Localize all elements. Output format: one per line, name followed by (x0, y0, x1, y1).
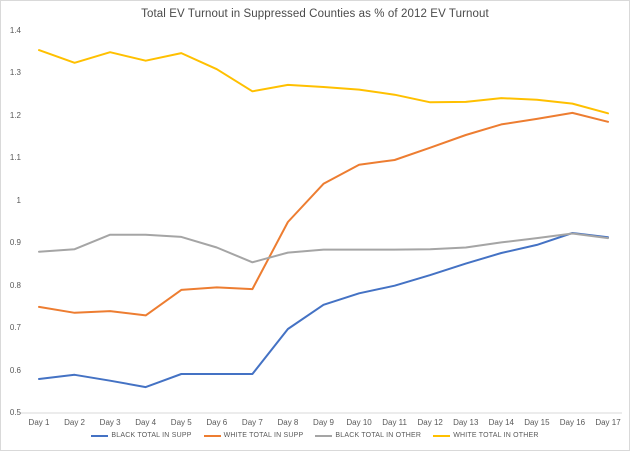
x-tick-label: Day 7 (241, 418, 263, 427)
x-tick-label: Day 16 (559, 418, 586, 427)
y-tick-label: 1.1 (9, 153, 21, 163)
legend-label: WHITE TOTAL IN OTHER (453, 432, 539, 439)
x-tick-label: Day 8 (277, 418, 299, 427)
x-tick-label: Day 2 (64, 418, 86, 427)
y-tick-label: 0.8 (9, 280, 21, 290)
x-tick-label: Day 9 (313, 418, 334, 427)
legend-label: WHITE TOTAL IN SUPP (223, 432, 304, 439)
series-line-white-total-in-other (38, 49, 609, 115)
legend-swatch-line (433, 434, 451, 437)
x-tick-label: Day 15 (524, 418, 550, 427)
legend-swatch-line (91, 434, 109, 437)
y-tick-label: 1.3 (9, 68, 21, 78)
legend-label: BLACK TOTAL IN OTHER (335, 432, 422, 439)
series-line-black-total-in-other (38, 232, 609, 264)
x-tick-label: Day 1 (28, 418, 50, 427)
legend-swatch-line (315, 434, 333, 437)
x-tick-label: Day 17 (595, 418, 621, 427)
y-tick-label: 0.7 (9, 323, 21, 333)
y-tick-label: 0.9 (9, 238, 21, 248)
chart-title: Total EV Turnout in Suppressed Counties … (141, 8, 489, 20)
series-line-white-total-in-supp (38, 111, 609, 317)
x-tick-label: Day 10 (346, 418, 372, 427)
x-tick-label: Day 12 (417, 418, 443, 427)
legend-swatch-line (203, 434, 221, 437)
y-tick-label: 1.4 (9, 26, 21, 35)
y-tick-label: 1.2 (9, 110, 21, 120)
y-tick-label: 1 (16, 195, 21, 205)
x-tick-label: Day 6 (206, 418, 228, 427)
x-tick-label: Day 14 (488, 418, 514, 427)
x-tick-label: Day 11 (382, 418, 407, 427)
x-tick-label: Day 5 (170, 418, 192, 427)
legend-label: BLACK TOTAL IN SUPP (111, 432, 192, 439)
y-tick-label: 0.5 (9, 408, 21, 417)
legend: BLACK TOTAL IN SUPP WHITE TOTAL IN SUPP BL… (1, 432, 629, 439)
legend-item: WHITE TOTAL IN SUPP (203, 432, 304, 439)
legend-item: BLACK TOTAL IN OTHER (315, 432, 421, 439)
x-tick-label: Day 3 (99, 418, 121, 427)
x-tick-label: Day 4 (135, 418, 157, 427)
y-tick-label: 0.6 (9, 365, 21, 375)
x-tick-label: Day 13 (453, 418, 479, 427)
legend-item: WHITE TOTAL IN OTHER (433, 432, 538, 439)
legend-item: BLACK TOTAL IN SUPP (91, 432, 191, 439)
series-line-black-total-in-supp (38, 232, 609, 389)
